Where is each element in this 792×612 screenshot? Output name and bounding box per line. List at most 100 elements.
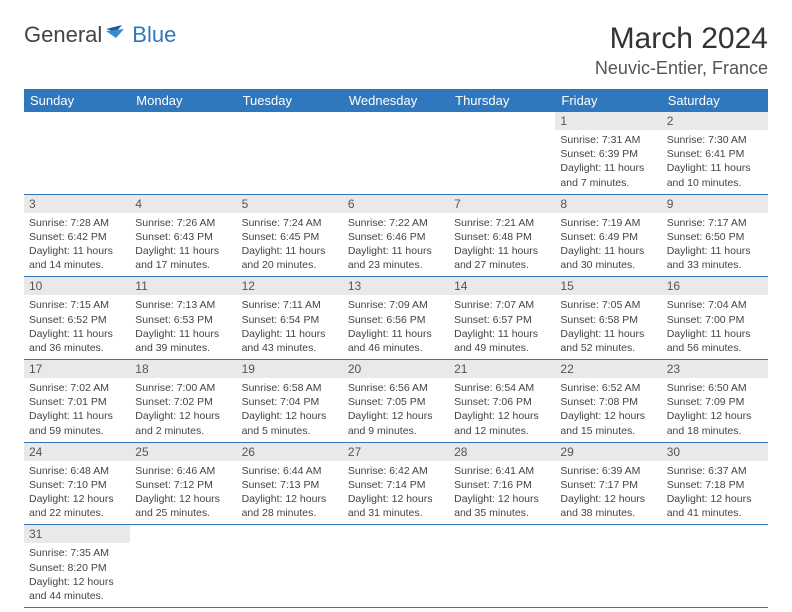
calendar-day-cell: 11Sunrise: 7:13 AMSunset: 6:53 PMDayligh…: [130, 277, 236, 360]
day-info: Sunrise: 7:26 AMSunset: 6:43 PMDaylight:…: [130, 213, 236, 277]
weekday-header: Saturday: [662, 89, 768, 112]
day-number: 1: [555, 112, 661, 130]
calendar-table: SundayMondayTuesdayWednesdayThursdayFrid…: [24, 89, 768, 608]
day-info: Sunrise: 7:22 AMSunset: 6:46 PMDaylight:…: [343, 213, 449, 277]
day-info: Sunrise: 7:11 AMSunset: 6:54 PMDaylight:…: [237, 295, 343, 359]
day-number: 17: [24, 360, 130, 378]
weekday-header: Friday: [555, 89, 661, 112]
day-number: 7: [449, 195, 555, 213]
day-info: Sunrise: 6:46 AMSunset: 7:12 PMDaylight:…: [130, 461, 236, 525]
day-number: 5: [237, 195, 343, 213]
calendar-day-cell: 25Sunrise: 6:46 AMSunset: 7:12 PMDayligh…: [130, 442, 236, 525]
day-number: 22: [555, 360, 661, 378]
calendar-day-cell: 10Sunrise: 7:15 AMSunset: 6:52 PMDayligh…: [24, 277, 130, 360]
day-number: 25: [130, 443, 236, 461]
weekday-header: Tuesday: [237, 89, 343, 112]
day-number: 23: [662, 360, 768, 378]
calendar-day-cell: [449, 525, 555, 608]
day-info: Sunrise: 6:42 AMSunset: 7:14 PMDaylight:…: [343, 461, 449, 525]
day-number: 24: [24, 443, 130, 461]
calendar-day-cell: 24Sunrise: 6:48 AMSunset: 7:10 PMDayligh…: [24, 442, 130, 525]
day-info: Sunrise: 7:05 AMSunset: 6:58 PMDaylight:…: [555, 295, 661, 359]
calendar-day-cell: 6Sunrise: 7:22 AMSunset: 6:46 PMDaylight…: [343, 194, 449, 277]
day-info: Sunrise: 6:56 AMSunset: 7:05 PMDaylight:…: [343, 378, 449, 442]
day-number: 19: [237, 360, 343, 378]
day-info: Sunrise: 7:00 AMSunset: 7:02 PMDaylight:…: [130, 378, 236, 442]
calendar-day-cell: 21Sunrise: 6:54 AMSunset: 7:06 PMDayligh…: [449, 360, 555, 443]
calendar-day-cell: 12Sunrise: 7:11 AMSunset: 6:54 PMDayligh…: [237, 277, 343, 360]
weekday-header: Thursday: [449, 89, 555, 112]
calendar-day-cell: 14Sunrise: 7:07 AMSunset: 6:57 PMDayligh…: [449, 277, 555, 360]
day-number: 12: [237, 277, 343, 295]
calendar-body: 1Sunrise: 7:31 AMSunset: 6:39 PMDaylight…: [24, 112, 768, 608]
location-text: Neuvic-Entier, France: [595, 58, 768, 79]
calendar-day-cell: 5Sunrise: 7:24 AMSunset: 6:45 PMDaylight…: [237, 194, 343, 277]
day-number: 14: [449, 277, 555, 295]
calendar-day-cell: 28Sunrise: 6:41 AMSunset: 7:16 PMDayligh…: [449, 442, 555, 525]
calendar-day-cell: 9Sunrise: 7:17 AMSunset: 6:50 PMDaylight…: [662, 194, 768, 277]
day-number: 31: [24, 525, 130, 543]
calendar-day-cell: [343, 525, 449, 608]
day-info: Sunrise: 7:21 AMSunset: 6:48 PMDaylight:…: [449, 213, 555, 277]
calendar-day-cell: 20Sunrise: 6:56 AMSunset: 7:05 PMDayligh…: [343, 360, 449, 443]
day-info: Sunrise: 7:17 AMSunset: 6:50 PMDaylight:…: [662, 213, 768, 277]
day-info: Sunrise: 7:07 AMSunset: 6:57 PMDaylight:…: [449, 295, 555, 359]
weekday-header: Sunday: [24, 89, 130, 112]
day-number: 26: [237, 443, 343, 461]
day-number: 21: [449, 360, 555, 378]
page-title: March 2024: [595, 22, 768, 56]
day-info: Sunrise: 7:15 AMSunset: 6:52 PMDaylight:…: [24, 295, 130, 359]
calendar-day-cell: 31Sunrise: 7:35 AMSunset: 8:20 PMDayligh…: [24, 525, 130, 608]
day-info: Sunrise: 7:24 AMSunset: 6:45 PMDaylight:…: [237, 213, 343, 277]
calendar-day-cell: 7Sunrise: 7:21 AMSunset: 6:48 PMDaylight…: [449, 194, 555, 277]
calendar-day-cell: [343, 112, 449, 194]
day-number: 4: [130, 195, 236, 213]
calendar-day-cell: 1Sunrise: 7:31 AMSunset: 6:39 PMDaylight…: [555, 112, 661, 194]
calendar-day-cell: 8Sunrise: 7:19 AMSunset: 6:49 PMDaylight…: [555, 194, 661, 277]
calendar-week-row: 17Sunrise: 7:02 AMSunset: 7:01 PMDayligh…: [24, 360, 768, 443]
day-number: 2: [662, 112, 768, 130]
calendar-day-cell: 27Sunrise: 6:42 AMSunset: 7:14 PMDayligh…: [343, 442, 449, 525]
calendar-week-row: 24Sunrise: 6:48 AMSunset: 7:10 PMDayligh…: [24, 442, 768, 525]
day-number: 6: [343, 195, 449, 213]
day-info: Sunrise: 7:02 AMSunset: 7:01 PMDaylight:…: [24, 378, 130, 442]
calendar-week-row: 31Sunrise: 7:35 AMSunset: 8:20 PMDayligh…: [24, 525, 768, 608]
day-number: 30: [662, 443, 768, 461]
calendar-day-cell: 2Sunrise: 7:30 AMSunset: 6:41 PMDaylight…: [662, 112, 768, 194]
calendar-day-cell: 30Sunrise: 6:37 AMSunset: 7:18 PMDayligh…: [662, 442, 768, 525]
day-info: Sunrise: 6:50 AMSunset: 7:09 PMDaylight:…: [662, 378, 768, 442]
calendar-day-cell: [130, 525, 236, 608]
calendar-day-cell: [662, 525, 768, 608]
day-info: Sunrise: 6:41 AMSunset: 7:16 PMDaylight:…: [449, 461, 555, 525]
calendar-day-cell: 4Sunrise: 7:26 AMSunset: 6:43 PMDaylight…: [130, 194, 236, 277]
logo-text-general: General: [24, 22, 102, 48]
day-number: 18: [130, 360, 236, 378]
day-info: Sunrise: 6:48 AMSunset: 7:10 PMDaylight:…: [24, 461, 130, 525]
calendar-day-cell: 18Sunrise: 7:00 AMSunset: 7:02 PMDayligh…: [130, 360, 236, 443]
calendar-day-cell: 3Sunrise: 7:28 AMSunset: 6:42 PMDaylight…: [24, 194, 130, 277]
calendar-day-cell: 22Sunrise: 6:52 AMSunset: 7:08 PMDayligh…: [555, 360, 661, 443]
calendar-day-cell: 16Sunrise: 7:04 AMSunset: 7:00 PMDayligh…: [662, 277, 768, 360]
day-info: Sunrise: 6:44 AMSunset: 7:13 PMDaylight:…: [237, 461, 343, 525]
day-info: Sunrise: 7:09 AMSunset: 6:56 PMDaylight:…: [343, 295, 449, 359]
day-info: Sunrise: 7:13 AMSunset: 6:53 PMDaylight:…: [130, 295, 236, 359]
day-number: 27: [343, 443, 449, 461]
weekday-header: Monday: [130, 89, 236, 112]
calendar-day-cell: 13Sunrise: 7:09 AMSunset: 6:56 PMDayligh…: [343, 277, 449, 360]
calendar-day-cell: 19Sunrise: 6:58 AMSunset: 7:04 PMDayligh…: [237, 360, 343, 443]
calendar-day-cell: 23Sunrise: 6:50 AMSunset: 7:09 PMDayligh…: [662, 360, 768, 443]
day-info: Sunrise: 6:58 AMSunset: 7:04 PMDaylight:…: [237, 378, 343, 442]
calendar-day-cell: [237, 525, 343, 608]
day-number: 15: [555, 277, 661, 295]
calendar-day-cell: [130, 112, 236, 194]
calendar-week-row: 10Sunrise: 7:15 AMSunset: 6:52 PMDayligh…: [24, 277, 768, 360]
day-number: 9: [662, 195, 768, 213]
title-block: March 2024 Neuvic-Entier, France: [595, 22, 768, 79]
day-number: 20: [343, 360, 449, 378]
day-info: Sunrise: 7:31 AMSunset: 6:39 PMDaylight:…: [555, 130, 661, 194]
calendar-day-cell: 29Sunrise: 6:39 AMSunset: 7:17 PMDayligh…: [555, 442, 661, 525]
day-info: Sunrise: 6:37 AMSunset: 7:18 PMDaylight:…: [662, 461, 768, 525]
day-number: 11: [130, 277, 236, 295]
calendar-week-row: 1Sunrise: 7:31 AMSunset: 6:39 PMDaylight…: [24, 112, 768, 194]
calendar-day-cell: 26Sunrise: 6:44 AMSunset: 7:13 PMDayligh…: [237, 442, 343, 525]
